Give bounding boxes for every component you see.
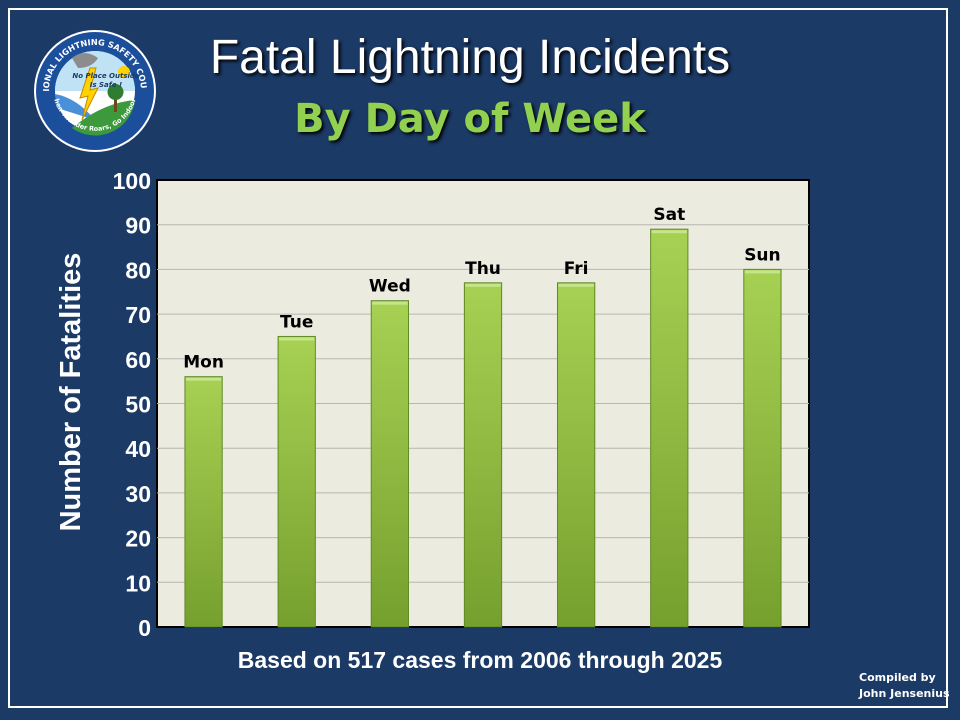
logo-inner-line2: Is Safe ! [90,81,122,89]
bar-highlight [279,337,315,341]
bar-sat [650,228,689,628]
y-tick-label: 40 [125,436,151,462]
y-tick-label: 80 [125,257,151,283]
y-tick-label: 90 [125,213,151,239]
bar-label-sat: Sat [653,205,685,225]
slide-border [8,8,948,708]
chart-title: Fatal Lightning Incidents [209,31,731,84]
credit: Compiled by John Jensenius [859,670,950,702]
bar-highlight [744,270,781,274]
credit-line2: John Jensenius [859,687,950,700]
logo-inner-line1: No Place Outside [72,72,140,80]
lightning-safety-council-logo: No Place Outside Is Safe ! NATIONAL LIGH… [32,28,156,152]
y-tick-label: 30 [125,481,151,507]
y-axis-label: Number of Fatalities [55,253,87,532]
chart-subtitle: By Day of Week [294,96,646,142]
y-tick-label: 100 [113,168,151,194]
bar-highlight [651,230,687,234]
bar-label-wed: Wed [369,277,411,297]
bar-sun [743,268,782,628]
credit-line1: Compiled by [859,671,936,684]
y-tick-labels: 0 10 20 30 40 50 60 70 80 90 100 [113,168,151,641]
bar-mon [184,376,223,628]
bars [184,228,782,628]
y-tick-label: 10 [125,570,151,596]
bar-highlight [185,377,222,381]
bar-tue [277,335,316,628]
y-tick-label: 0 [138,615,151,641]
bar-highlight [372,301,408,305]
y-tick-label: 20 [125,526,151,552]
bar-thu [463,282,503,628]
bar-labels: Mon Tue Wed Thu Fri Sat Sun [183,205,780,373]
bar-label-sun: Sun [744,245,780,265]
y-tick-label: 70 [125,302,151,328]
y-tick-label: 60 [125,347,151,373]
y-tick-label: 50 [125,392,151,418]
footnote: Based on 517 cases from 2006 through 202… [237,647,723,673]
bar-fri [557,282,596,628]
bar-label-mon: Mon [183,353,224,373]
bar-label-thu: Thu [465,259,501,279]
bar-label-fri: Fri [564,259,589,279]
bar-highlight [465,283,501,287]
bar-highlight [558,283,594,287]
bar-wed [370,300,409,628]
bar-label-tue: Tue [280,312,313,332]
